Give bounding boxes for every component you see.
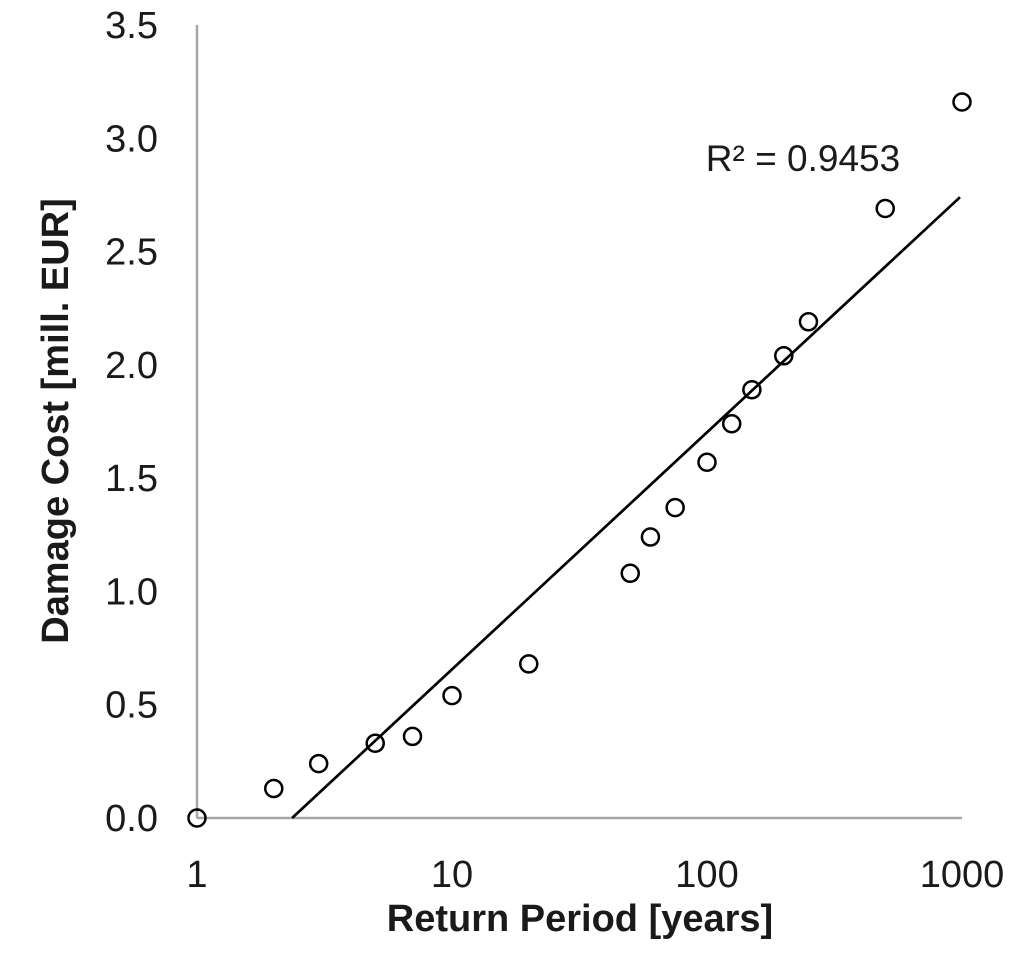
data-point-marker (721, 414, 742, 434)
x-tick-label: 1000 (920, 854, 1005, 896)
data-point-marker (519, 654, 539, 674)
data-point-marker (620, 563, 640, 584)
x-tick-label: 100 (675, 854, 738, 896)
y-axis-tick-labels: 0.0 0.5 1.0 1.5 2.0 2.5 3.0 3.5 (105, 5, 158, 840)
data-point-marker (640, 527, 661, 547)
data-point-marker (308, 753, 329, 774)
data-point-marker (665, 497, 685, 518)
y-tick-label: 2.0 (105, 345, 158, 387)
data-point-marker (742, 380, 762, 400)
data-point-marker (798, 312, 819, 332)
data-points (187, 92, 972, 828)
data-point-marker (774, 346, 794, 366)
data-point-marker (264, 778, 284, 799)
data-point-marker (365, 733, 385, 753)
y-tick-label: 3.5 (105, 5, 158, 47)
x-tick-label: 10 (431, 854, 473, 896)
y-tick-label: 0.5 (105, 685, 158, 727)
data-point-marker (697, 452, 717, 473)
trendline (291, 196, 961, 819)
data-point-marker (442, 685, 462, 706)
y-axis-title: Damage Cost [mill. EUR] (35, 198, 77, 644)
data-point-marker (875, 198, 895, 219)
y-tick-label: 1.0 (105, 571, 158, 613)
x-axis-title: Return Period [years] (387, 898, 773, 940)
data-point-marker (402, 726, 423, 747)
y-tick-label: 3.0 (105, 118, 158, 160)
y-tick-label: 2.5 (105, 232, 158, 274)
x-axis-tick-labels: 1 10 100 1000 (186, 854, 1004, 896)
x-tick-label: 1 (186, 854, 207, 896)
y-tick-label: 1.5 (105, 458, 158, 500)
r-squared-annotation: R² = 0.9453 (706, 138, 900, 179)
y-tick-label: 0.0 (105, 798, 158, 840)
data-point-marker (187, 808, 207, 828)
data-point-marker (952, 92, 972, 112)
